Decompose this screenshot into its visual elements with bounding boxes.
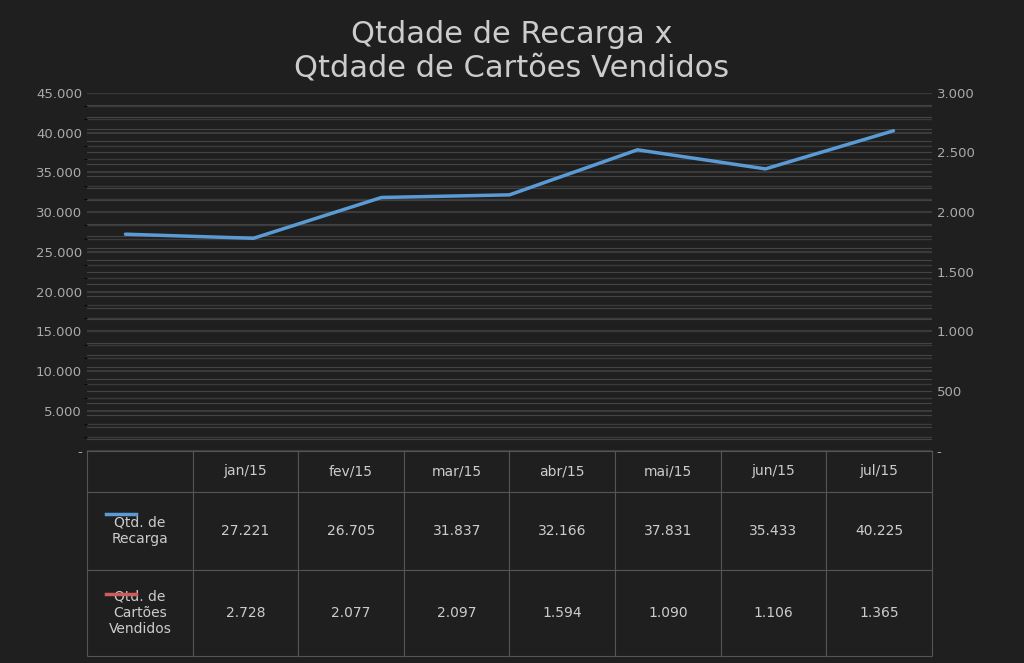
Text: Qtdade de Recarga x
Qtdade de Cartões Vendidos: Qtdade de Recarga x Qtdade de Cartões Ve… [295, 20, 729, 82]
